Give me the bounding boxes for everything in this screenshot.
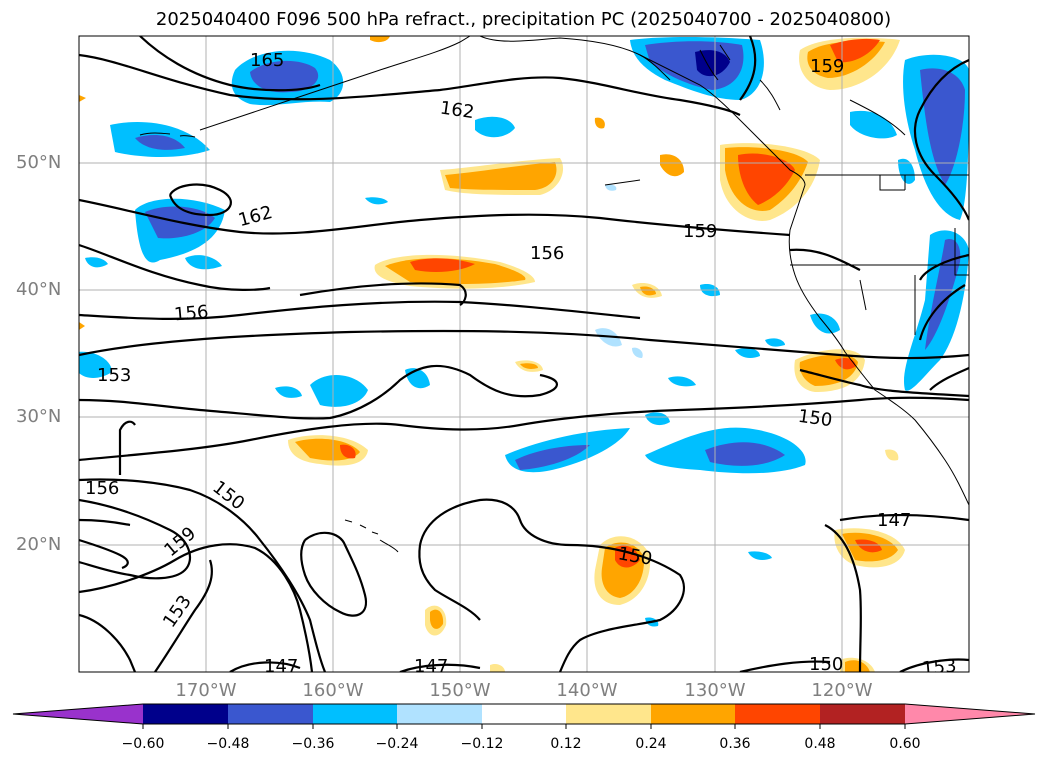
contour-label: 147 xyxy=(264,656,298,677)
contour-label: 159 xyxy=(810,56,844,77)
lon-label: 120°W xyxy=(811,680,873,701)
lat-label: 50°N xyxy=(16,152,62,173)
map-title: 2025040400 F096 500 hPa refract., precip… xyxy=(155,9,892,30)
lon-label: 130°W xyxy=(684,680,746,701)
lon-label: 160°W xyxy=(302,680,364,701)
lon-label: 170°W xyxy=(175,680,237,701)
map-frame xyxy=(78,35,970,673)
contour-label: 147 xyxy=(877,510,911,531)
map-plot-area: 165 162 162 159 159 159 156 156 156 153 … xyxy=(79,36,969,680)
contour-label: 159 xyxy=(683,221,717,242)
colorbar-under-extension xyxy=(13,704,143,724)
contour-label: 153 xyxy=(97,365,131,386)
contour-label: 147 xyxy=(414,656,448,677)
lon-label: 140°W xyxy=(556,680,618,701)
colorbar-tick-label: −0.60 xyxy=(121,736,165,752)
refractivity-contours xyxy=(79,36,969,672)
contour-label: 150 xyxy=(809,654,843,675)
colorbar-tick-label: 0.24 xyxy=(635,736,667,752)
contour-labels: 165 162 162 159 159 159 156 156 156 153 … xyxy=(85,50,957,680)
colorbar-tick-label: 0.60 xyxy=(889,736,921,752)
lon-label: 150°W xyxy=(429,680,491,701)
colorbar-tick-label: −0.48 xyxy=(206,736,250,752)
contour-label: 156 xyxy=(85,478,119,499)
graticule xyxy=(79,36,969,672)
colorbar-tick-label: 0.12 xyxy=(550,736,582,752)
contour-label: 150 xyxy=(797,406,834,432)
colorbar-tick-label: 0.36 xyxy=(719,736,751,752)
coastlines xyxy=(139,36,969,553)
colorbar-tick-label: 0.48 xyxy=(804,736,836,752)
colorbar-tick-label: −0.24 xyxy=(375,736,419,752)
lat-label: 30°N xyxy=(16,406,62,427)
lat-label: 20°N xyxy=(16,534,62,555)
colorbar xyxy=(12,703,1036,729)
contour-label: 156 xyxy=(173,302,209,326)
contour-label: 156 xyxy=(530,243,564,264)
colorbar-over-extension xyxy=(905,704,1035,724)
colorbar-tick-label: −0.36 xyxy=(291,736,335,752)
contour-label: 153 xyxy=(921,656,957,680)
contour-label: 162 xyxy=(439,98,476,124)
lat-label: 40°N xyxy=(16,279,62,300)
colorbar-tick-label: −0.12 xyxy=(460,736,504,752)
contour-label: 165 xyxy=(250,50,284,71)
